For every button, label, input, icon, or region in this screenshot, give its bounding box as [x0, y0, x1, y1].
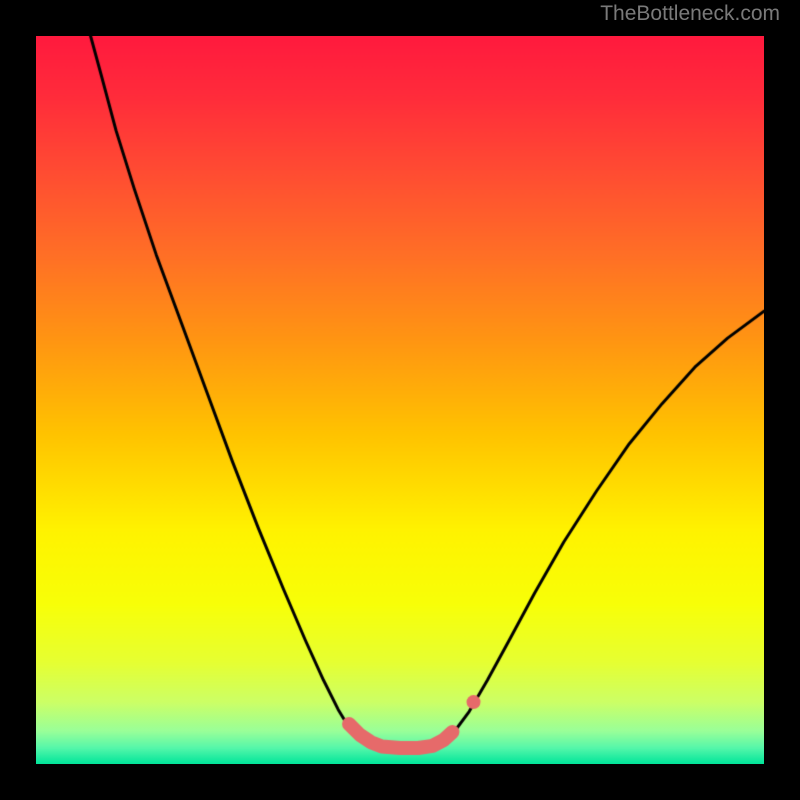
stage: TheBottleneck.com	[0, 0, 800, 800]
chart-canvas	[36, 36, 764, 764]
watermark-text: TheBottleneck.com	[600, 2, 780, 26]
plot-area	[36, 36, 764, 764]
